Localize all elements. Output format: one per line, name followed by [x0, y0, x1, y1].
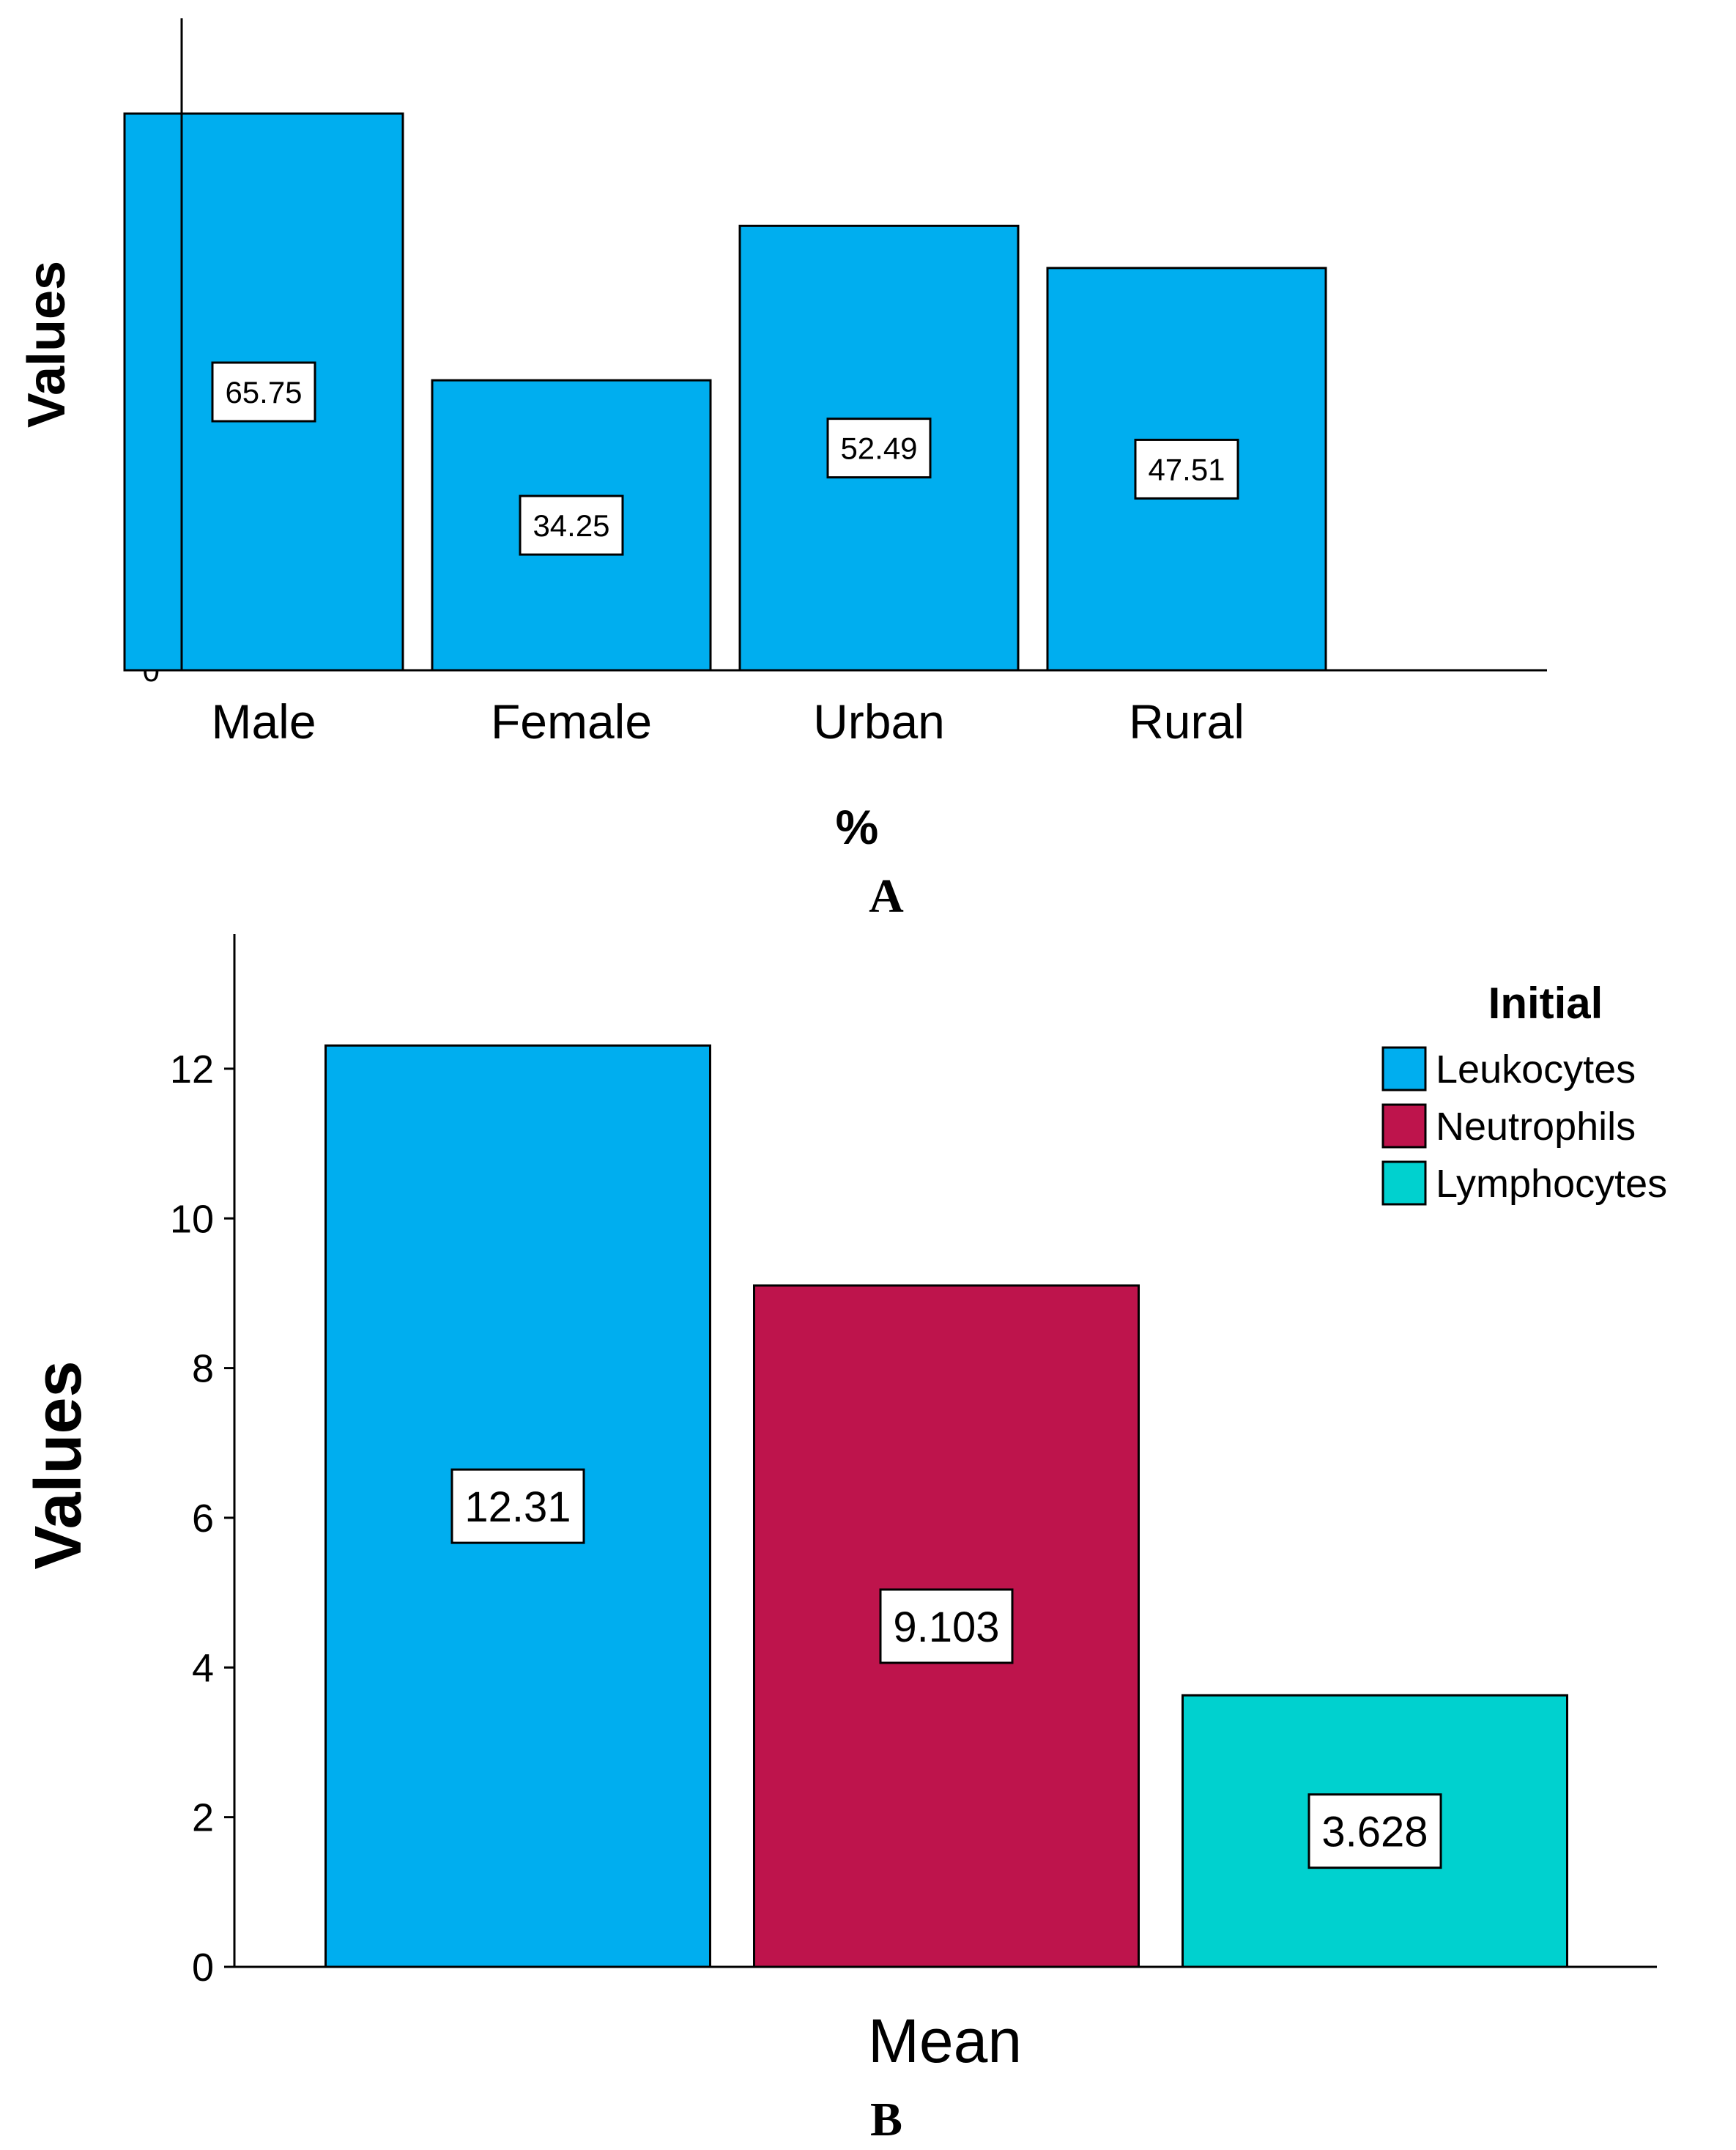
- bars-a: [123, 112, 1327, 672]
- legend-label-neutrophils: Neutrophils: [1436, 1105, 1636, 1149]
- y-axis-ticks-b: 0 2 4 6 8 10 12: [170, 1048, 234, 1990]
- y-tick-label-b: 10: [170, 1197, 214, 1241]
- y-tick-label-b: 2: [192, 1796, 214, 1840]
- data-label-box-leukocytes: [450, 1468, 585, 1544]
- y-tick-label-b: 8: [192, 1347, 214, 1391]
- data-label-box-male: [211, 361, 316, 423]
- data-label-leukocytes: 12.31: [464, 1483, 571, 1531]
- legend-swatch-lymphocytes: [1381, 1160, 1427, 1206]
- data-label-lymphocytes: 3.628: [1321, 1809, 1428, 1856]
- data-label-male: 65.75: [225, 375, 302, 409]
- data-label-box-female: [519, 494, 624, 556]
- panel-label-a: A: [869, 870, 904, 923]
- legend-title: Initial: [1488, 979, 1603, 1028]
- y-tick-label-b: 6: [192, 1497, 214, 1541]
- y-tick-label-b: 12: [170, 1048, 214, 1091]
- data-label-urban: 52.49: [840, 431, 917, 466]
- category-label-urban: Urban: [813, 694, 945, 749]
- data-label-box-urban: [826, 418, 932, 479]
- data-labels-a: 65.75 34.25 52.49 47.51: [211, 361, 1239, 556]
- data-label-neutrophils: 9.103: [893, 1604, 999, 1651]
- category-label-male: Male: [211, 694, 316, 749]
- y-axis-label-a: Values: [18, 261, 76, 428]
- data-label-box-neutrophils: [879, 1588, 1014, 1664]
- data-label-female: 34.25: [533, 508, 609, 543]
- legend-swatch-neutrophils: [1381, 1103, 1427, 1149]
- data-label-rural: 47.51: [1148, 452, 1225, 486]
- legend: Initial Leukocytes Neutrophils Lymphocytes: [1381, 979, 1667, 1206]
- data-label-box-rural: [1134, 438, 1239, 500]
- legend-label-lymphocytes: Lymphocytes: [1436, 1162, 1667, 1206]
- panel-label-b: B: [870, 2093, 902, 2146]
- data-label-box-lymphocytes: [1307, 1793, 1442, 1869]
- y-tick-label-b: 4: [192, 1646, 214, 1690]
- category-label-rural: Rural: [1129, 694, 1244, 749]
- legend-label-leukocytes: Leukocytes: [1436, 1048, 1636, 1091]
- category-label-female: Female: [491, 694, 652, 749]
- data-labels-b: 12.31 9.103 3.628: [450, 1468, 1442, 1869]
- y-tick-label-b: 0: [192, 1946, 214, 1990]
- category-labels-a: Male Female Urban Rural: [211, 694, 1244, 749]
- y-axis-label-b: Values: [22, 1360, 95, 1569]
- x-axis-label-b: Mean: [868, 2006, 1022, 2075]
- x-axis-label-a: %: [836, 800, 879, 854]
- legend-swatch-leukocytes: [1381, 1046, 1427, 1091]
